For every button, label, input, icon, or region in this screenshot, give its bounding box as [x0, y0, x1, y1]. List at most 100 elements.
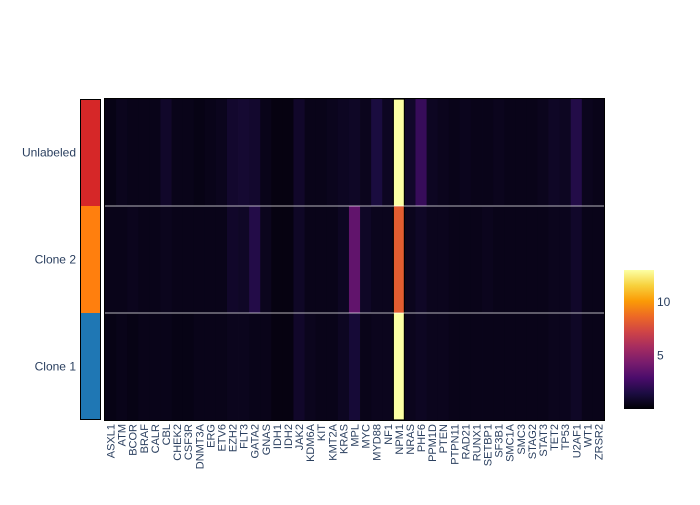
heatmap-cell: [348, 206, 361, 314]
x-tick-label: SF3B1: [494, 424, 506, 458]
heatmap-cell: [204, 206, 217, 314]
heatmap-cell: [304, 99, 317, 207]
x-tick-label: SMC3: [516, 424, 528, 455]
heatmap-cell: [526, 99, 538, 207]
heatmap-cell: [426, 206, 439, 314]
x-tick-label: CSF3R: [183, 424, 195, 460]
heatmap-cell: [382, 206, 394, 314]
heatmap-cell: [238, 313, 250, 421]
y-tick-label: Clone 2: [35, 253, 77, 267]
heatmap-cell: [404, 99, 416, 207]
x-tick-label: MYD88: [372, 424, 384, 461]
x-tick-label: WT1: [582, 424, 594, 447]
heatmap-cell: [193, 206, 206, 314]
heatmap-cell: [493, 99, 505, 207]
colorbar-tick-label: 10: [657, 295, 671, 309]
heatmap-cell: [326, 313, 339, 421]
x-tick-label: RUNX1: [471, 424, 483, 461]
heatmap-cell: [482, 99, 494, 207]
heatmap-cell: [426, 99, 439, 207]
clone-color-cell: [80, 206, 101, 313]
heatmap-cell: [570, 99, 583, 207]
heatmap-cell: [226, 99, 239, 207]
heatmap-cell: [149, 206, 161, 314]
x-tick-label: JAK2: [294, 424, 306, 450]
x-tick-label: PPM1D: [427, 424, 439, 462]
heatmap-cell: [459, 206, 472, 314]
x-tick-label: PTPN11: [449, 424, 461, 465]
x-tick-label: GNAS: [261, 424, 273, 455]
x-tick-label: ASXL1: [106, 424, 118, 458]
heatmap-cell: [282, 313, 294, 421]
heatmap-cell: [570, 206, 583, 314]
heatmap-cell: [482, 206, 494, 314]
heatmap-cell: [548, 313, 561, 421]
heatmap-cell: [116, 206, 128, 314]
colorbar-tick-label: 5: [657, 349, 664, 363]
heatmap-cell: [193, 99, 206, 207]
heatmap-cell: [482, 313, 494, 421]
clone-color-cell: [80, 313, 101, 420]
heatmap-cell: [249, 206, 261, 314]
heatmap-cell: [282, 206, 294, 314]
x-tick-label: ZRSR2: [593, 424, 605, 460]
clone-color-bar: [80, 99, 101, 420]
x-tick-label: STAT3: [538, 424, 550, 457]
heatmap-cell: [249, 313, 261, 421]
heatmap-cell: [526, 206, 538, 314]
heatmap-cell: [470, 206, 483, 314]
x-tick-label: FLT3: [239, 424, 251, 449]
heatmap-cell: [504, 99, 516, 207]
x-tick-label: MPL: [350, 424, 362, 447]
heatmap-cell: [182, 99, 195, 207]
heatmap-cell: [515, 313, 527, 421]
heatmap-cell: [393, 313, 405, 421]
heatmap-cell: [426, 313, 439, 421]
y-tick-label: Clone 1: [35, 360, 77, 374]
clone-color-cell: [80, 99, 101, 206]
heatmap-cell: [493, 206, 505, 314]
x-tick-label: CHEK2: [172, 424, 184, 461]
heatmap-cell: [559, 313, 572, 421]
heatmap-cell: [360, 313, 372, 421]
heatmap-cell: [116, 99, 128, 207]
heatmap-cell: [271, 313, 283, 421]
x-tick-label: CBL: [161, 424, 173, 445]
heatmap-cell: [127, 99, 139, 207]
heatmap-cell: [215, 99, 228, 207]
heatmap-cell: [537, 206, 549, 314]
heatmap-cell: [171, 206, 184, 314]
heatmap-cell: [282, 99, 294, 207]
heatmap-cell: [182, 206, 195, 314]
heatmap-cell: [393, 206, 405, 314]
heatmap-cell: [138, 313, 150, 421]
heatmap-cell: [415, 206, 427, 314]
heatmap-cell: [537, 313, 549, 421]
heatmap-cell: [548, 99, 561, 207]
heatmap-cell: [127, 206, 139, 314]
x-tick-label: SETBP1: [483, 424, 495, 466]
x-tick-label: MYC: [361, 424, 373, 449]
heatmap-cell: [581, 99, 594, 207]
heatmap-cell: [515, 206, 527, 314]
heatmap-cell: [304, 313, 317, 421]
heatmap-cell: [160, 313, 172, 421]
heatmap-cell: [348, 99, 361, 207]
heatmap-cell: [493, 313, 505, 421]
heatmap-cell: [592, 206, 605, 314]
heatmap-cell: [293, 99, 305, 207]
heatmap-cell: [226, 206, 239, 314]
heatmap-cell: [404, 313, 416, 421]
heatmap-cell: [559, 206, 572, 314]
x-tick-label: RAD21: [460, 424, 472, 459]
heatmap-cell: [105, 206, 117, 314]
x-tick-label: IDH1: [272, 424, 284, 449]
heatmap-cell: [526, 313, 538, 421]
heatmap-cell: [260, 206, 272, 314]
heatmap-cell: [182, 313, 195, 421]
heatmap-cell: [382, 313, 394, 421]
heatmap-cell: [581, 313, 594, 421]
x-tick-label: KIT: [316, 424, 328, 441]
x-tick-label: NF1: [383, 424, 395, 445]
